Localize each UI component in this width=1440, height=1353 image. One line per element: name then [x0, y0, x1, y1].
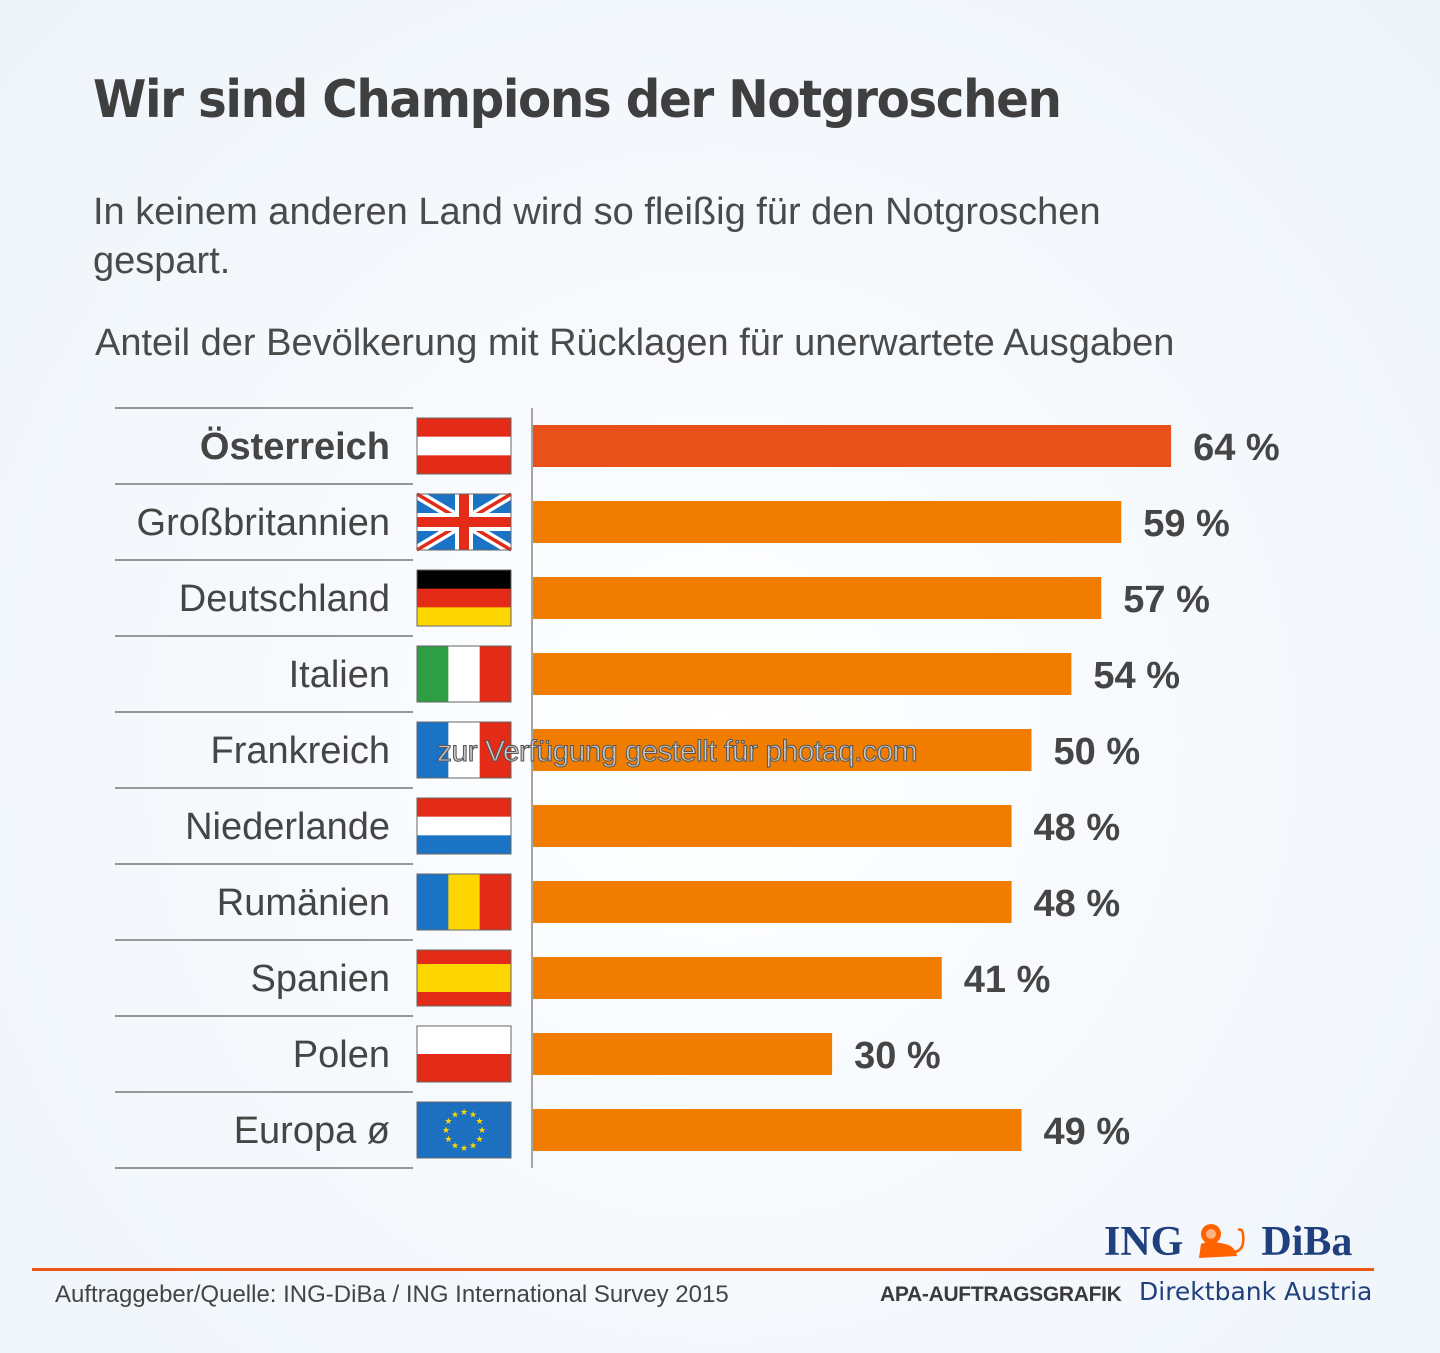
- footer-rule: [32, 1268, 1374, 1271]
- bar-row-7: Spanien 41 %: [115, 939, 1051, 1007]
- italy-flag-icon: [416, 645, 512, 703]
- value-label: 50 %: [1054, 731, 1141, 773]
- bar-row-6: Rumänien 48 %: [115, 863, 1121, 931]
- category-label: Deutschland: [179, 578, 390, 620]
- category-label: Spanien: [251, 958, 390, 1000]
- category-label: Rumänien: [217, 882, 390, 924]
- value-label: 57 %: [1123, 579, 1210, 621]
- spain-flag-icon: [416, 949, 512, 1007]
- source-note: Auftraggeber/Quelle: ING-DiBa / ING Inte…: [55, 1281, 729, 1308]
- page-title: Wir sind Champions der Notgroschen: [93, 70, 1062, 130]
- svg-text:★: ★: [460, 1144, 468, 1154]
- logo-diba-text: DiBa: [1261, 1219, 1353, 1265]
- value-label: 49 %: [1044, 1111, 1131, 1153]
- category-label: Niederlande: [185, 806, 390, 848]
- svg-text:★: ★: [451, 1142, 459, 1152]
- svg-text:★: ★: [476, 1135, 484, 1145]
- svg-text:★: ★: [442, 1126, 450, 1136]
- category-label: Polen: [293, 1034, 390, 1076]
- poland-flag-icon: [416, 1025, 512, 1083]
- value-label: 30 %: [854, 1035, 941, 1077]
- bar: [533, 501, 1122, 543]
- watermark: zur Verfügung gestellt für photaq.com: [436, 735, 918, 769]
- bar: [533, 881, 1012, 923]
- bar: [533, 653, 1072, 695]
- category-label: Großbritannien: [137, 502, 390, 544]
- austria-flag-icon: [416, 417, 512, 475]
- romania-flag-icon: [416, 873, 512, 931]
- svg-text:★: ★: [478, 1126, 486, 1136]
- bar: [533, 805, 1012, 847]
- svg-text:★: ★: [476, 1117, 484, 1127]
- bar: [533, 425, 1172, 467]
- bar: [533, 957, 942, 999]
- value-label: 59 %: [1143, 503, 1230, 545]
- bar-row-3: Italien 54 %: [115, 635, 1180, 703]
- germany-flag-icon: [416, 569, 512, 627]
- bar: [533, 1109, 1022, 1151]
- category-label: Italien: [289, 654, 390, 696]
- svg-text:★: ★: [469, 1110, 477, 1120]
- svg-text:★: ★: [444, 1117, 452, 1127]
- ing-diba-logo: ING DiBa: [1104, 1218, 1352, 1266]
- bar: [533, 1033, 833, 1075]
- value-label: 48 %: [1034, 883, 1121, 925]
- european-union-flag-icon: ★ ★★★★★★★★★★★: [416, 1101, 512, 1159]
- bar-row-8: Polen 30 %: [115, 1015, 941, 1083]
- subtitle: In keinem anderen Land wird so fleißig f…: [93, 191, 1101, 282]
- category-label: Frankreich: [211, 730, 391, 772]
- bar-row-9: Europa ø ★ ★★★★★★★★★★★ 49 %: [115, 1091, 1131, 1169]
- category-label: Europa ø: [234, 1110, 390, 1152]
- svg-text:★: ★: [451, 1110, 459, 1120]
- united-kingdom-flag-icon: [414, 489, 514, 555]
- netherlands-flag-icon: [416, 797, 512, 855]
- value-label: 41 %: [964, 959, 1051, 1001]
- lion-icon: [1199, 1224, 1245, 1258]
- france-flag-icon: [416, 721, 512, 779]
- logo-tagline: Direktbank Austria: [1139, 1277, 1373, 1306]
- bar-row-1: Großbritannien 59 %: [115, 483, 1230, 555]
- bar: [533, 729, 1032, 771]
- value-label: 48 %: [1034, 807, 1121, 849]
- logo-ing-text: ING: [1104, 1219, 1184, 1265]
- apa-label: APA-AUFTRAGSGRAFIK: [880, 1283, 1122, 1306]
- bar-row-0: Österreich 64 %: [115, 407, 1280, 475]
- svg-text:★: ★: [444, 1135, 452, 1145]
- chart-title: Anteil der Bevölkerung mit Rücklagen für…: [95, 322, 1175, 364]
- bar-row-2: Deutschland 57 %: [115, 559, 1210, 627]
- bar: [533, 577, 1102, 619]
- category-label: Österreich: [200, 425, 390, 468]
- value-label: 54 %: [1093, 655, 1180, 697]
- value-label: 64 %: [1193, 427, 1280, 469]
- svg-text:★: ★: [460, 1108, 468, 1118]
- bar-row-5: Niederlande 48 %: [115, 787, 1121, 855]
- svg-text:★: ★: [469, 1142, 477, 1152]
- bar-row-4: Frankreich 50 %: [115, 711, 1141, 779]
